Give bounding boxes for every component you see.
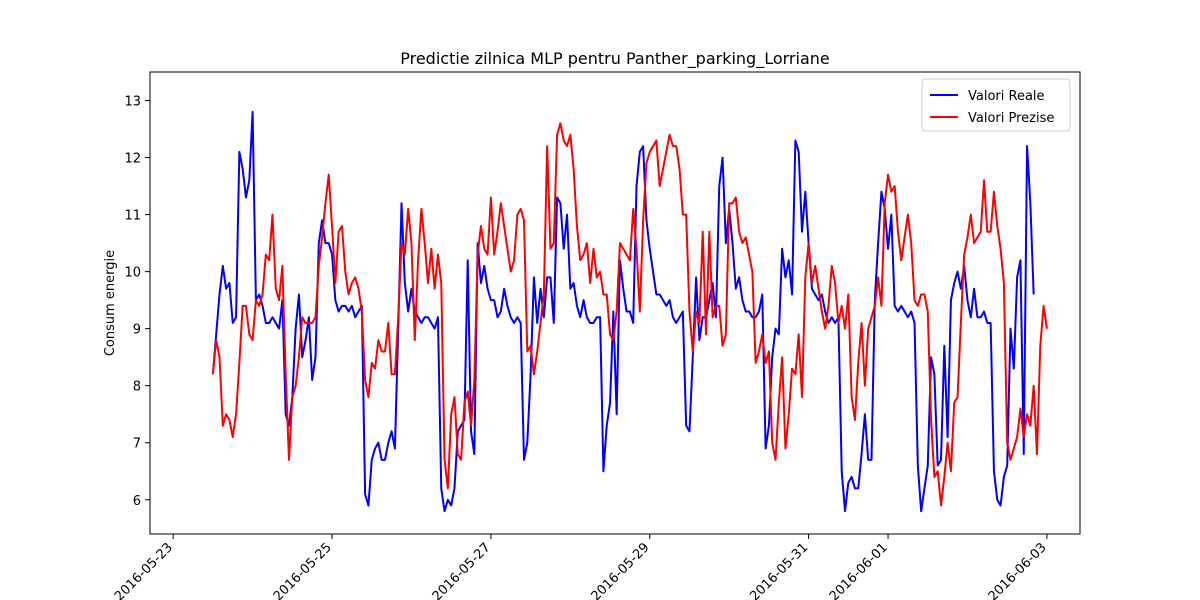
y-tick-label: 10 <box>124 266 141 281</box>
y-tick-label: 7 <box>133 437 141 452</box>
legend-label: Valori Prezise <box>968 111 1054 126</box>
legend: Valori Reale Valori Prezise <box>921 78 1071 132</box>
y-tick-label: 8 <box>133 380 141 395</box>
y-axis: 6 7 8 9 10 11 12 13 <box>124 95 150 509</box>
y-axis-label: Consum energie <box>103 250 118 356</box>
y-tick-label: 12 <box>124 152 141 167</box>
y-tick-label: 11 <box>124 209 141 224</box>
y-tick-label: 6 <box>133 494 141 509</box>
plot-frame <box>149 71 1081 535</box>
chart-title: Predictie zilnica MLP pentru Panther_par… <box>400 49 830 69</box>
y-tick-label: 9 <box>133 323 141 338</box>
y-tick-label: 13 <box>124 95 141 110</box>
legend-box <box>921 78 1071 132</box>
legend-label: Valori Reale <box>968 89 1045 104</box>
series-line-valori-reale <box>211 110 1035 513</box>
series-group <box>211 110 1048 513</box>
series-line-valori-prezise <box>211 122 1048 507</box>
